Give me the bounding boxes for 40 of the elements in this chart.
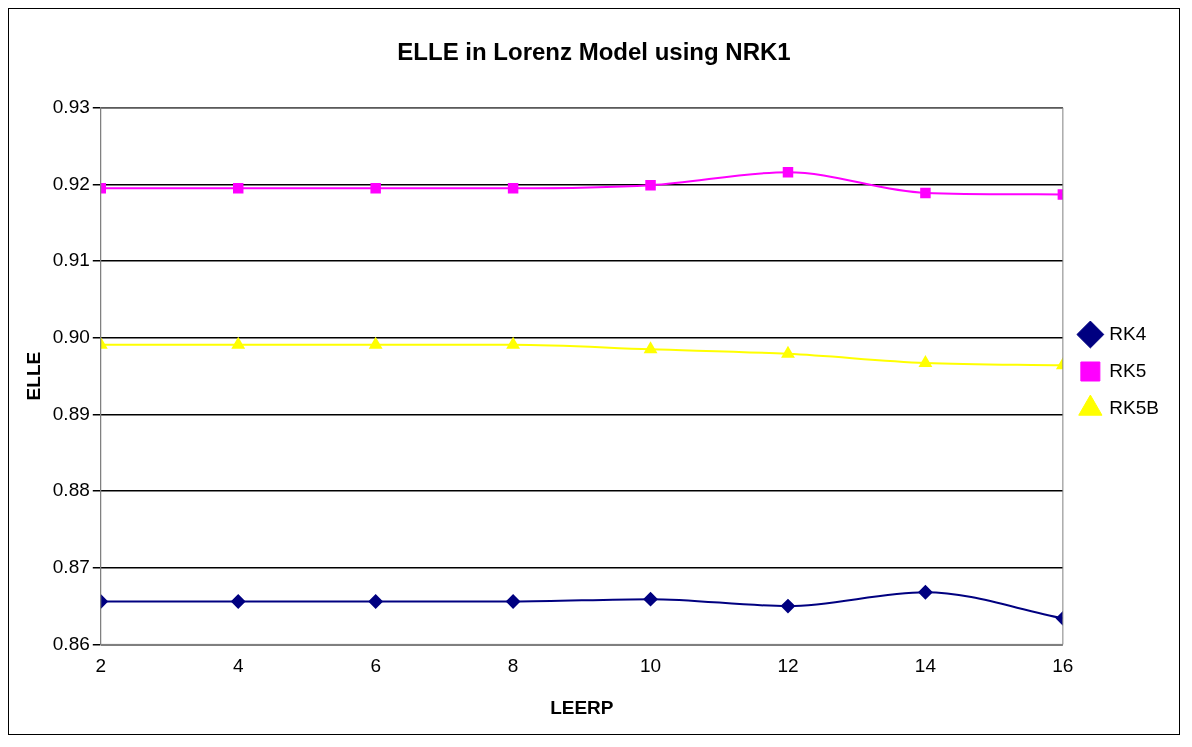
y-axis-title: ELLE [22, 351, 44, 401]
x-tick-label: 16 [1052, 655, 1074, 677]
point [782, 166, 794, 178]
point [780, 599, 795, 614]
x-tick-label: 2 [95, 655, 107, 677]
point [232, 337, 245, 349]
y-tick-label: 0.89 [52, 402, 90, 424]
point [644, 342, 657, 354]
x-axis-title: LEERP [550, 696, 614, 718]
point [507, 183, 519, 194]
y-tick-label: 0.86 [52, 632, 90, 654]
point [919, 356, 932, 368]
legend-label: RK4 [1109, 322, 1147, 344]
point [370, 183, 381, 194]
point [232, 183, 244, 194]
point [369, 337, 382, 349]
point [643, 592, 658, 607]
y-tick-label: 0.87 [52, 555, 90, 577]
point [781, 346, 795, 358]
x-tick-label: 14 [914, 655, 937, 677]
y-tick-label: 0.92 [52, 172, 90, 194]
legend-label: RK5 [1109, 359, 1147, 381]
point [506, 337, 520, 349]
point [506, 594, 521, 609]
y-tick-label: 0.88 [52, 479, 90, 501]
legend-label: RK5B [1109, 396, 1160, 418]
x-tick-label: 8 [507, 655, 519, 677]
x-tick-label: 12 [777, 655, 799, 677]
x-tick-label: 4 [232, 655, 244, 677]
x-tick-label: 6 [370, 655, 381, 677]
point [645, 179, 656, 191]
chart-title: ELLE in Lorenz Model using NRK1 [397, 38, 791, 66]
y-tick-label: 0.93 [52, 96, 90, 118]
point [231, 594, 246, 609]
point [920, 187, 931, 199]
point [918, 585, 933, 600]
point [368, 594, 383, 609]
y-tick-label: 0.90 [52, 326, 90, 348]
y-tick-label: 0.91 [52, 249, 90, 271]
x-tick-label: 10 [639, 655, 662, 677]
